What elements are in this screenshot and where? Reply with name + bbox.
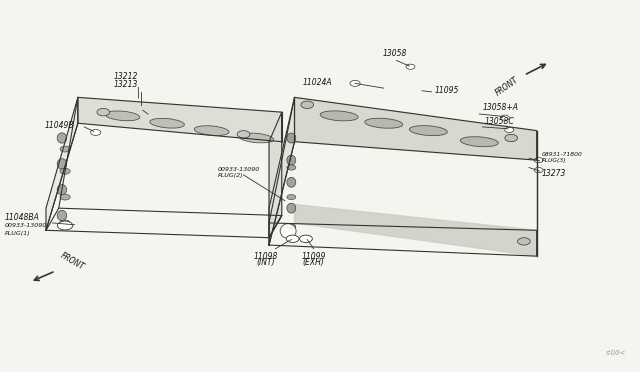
Text: 00933-13090: 00933-13090 [218,167,260,172]
Text: FRONT: FRONT [494,75,521,97]
Ellipse shape [365,118,403,128]
Circle shape [350,80,360,86]
Text: 11048BA: 11048BA [4,213,40,222]
Circle shape [286,235,299,243]
Polygon shape [269,112,282,238]
Circle shape [60,168,70,174]
Circle shape [58,221,73,230]
Circle shape [287,165,296,170]
Text: 13213: 13213 [113,80,138,89]
Text: PLUG(1): PLUG(1) [4,231,30,236]
Text: (EXH): (EXH) [303,258,324,267]
Circle shape [406,64,415,69]
Text: 11099: 11099 [301,252,326,261]
Circle shape [500,115,509,120]
Circle shape [60,146,70,152]
Circle shape [534,167,543,173]
Circle shape [301,101,314,109]
Circle shape [97,109,109,116]
Ellipse shape [150,118,184,128]
Text: FRONT: FRONT [59,251,86,272]
Circle shape [237,131,250,138]
Circle shape [60,194,70,200]
Ellipse shape [57,159,67,169]
Text: 08931-71800: 08931-71800 [541,152,582,157]
Text: 11049B: 11049B [45,121,75,129]
Text: PLUG(3): PLUG(3) [541,158,566,163]
Polygon shape [46,97,78,230]
Text: 11098: 11098 [253,252,278,261]
Ellipse shape [287,155,296,165]
Circle shape [505,127,514,132]
Text: (INT): (INT) [257,258,275,267]
Polygon shape [294,205,537,256]
Ellipse shape [57,133,67,143]
Text: 11024A: 11024A [303,78,333,87]
Circle shape [518,238,531,245]
Text: 13058+A: 13058+A [483,103,518,112]
Circle shape [91,129,100,135]
Circle shape [534,158,543,163]
Text: 11095: 11095 [435,86,459,95]
Ellipse shape [460,137,499,147]
Circle shape [287,195,296,200]
Ellipse shape [239,133,273,143]
Text: 13273: 13273 [541,169,566,177]
Ellipse shape [287,203,296,213]
Text: s'00<: s'00< [605,350,626,356]
Ellipse shape [287,133,296,143]
Text: 13058: 13058 [383,48,408,58]
Ellipse shape [280,224,296,238]
Text: 13058C: 13058C [484,117,514,126]
Text: 00933-13090: 00933-13090 [4,223,47,228]
Ellipse shape [410,126,447,136]
Polygon shape [294,97,537,160]
Ellipse shape [57,185,67,195]
Text: PLUG(2): PLUG(2) [218,173,244,178]
Circle shape [505,134,518,142]
Ellipse shape [195,126,229,135]
Circle shape [287,224,296,229]
Ellipse shape [287,177,296,187]
Ellipse shape [105,111,140,121]
Polygon shape [269,97,294,245]
Text: 13212: 13212 [113,72,138,81]
Circle shape [60,220,70,226]
Circle shape [300,235,312,243]
Ellipse shape [320,111,358,121]
Polygon shape [78,97,282,142]
Ellipse shape [57,211,67,221]
